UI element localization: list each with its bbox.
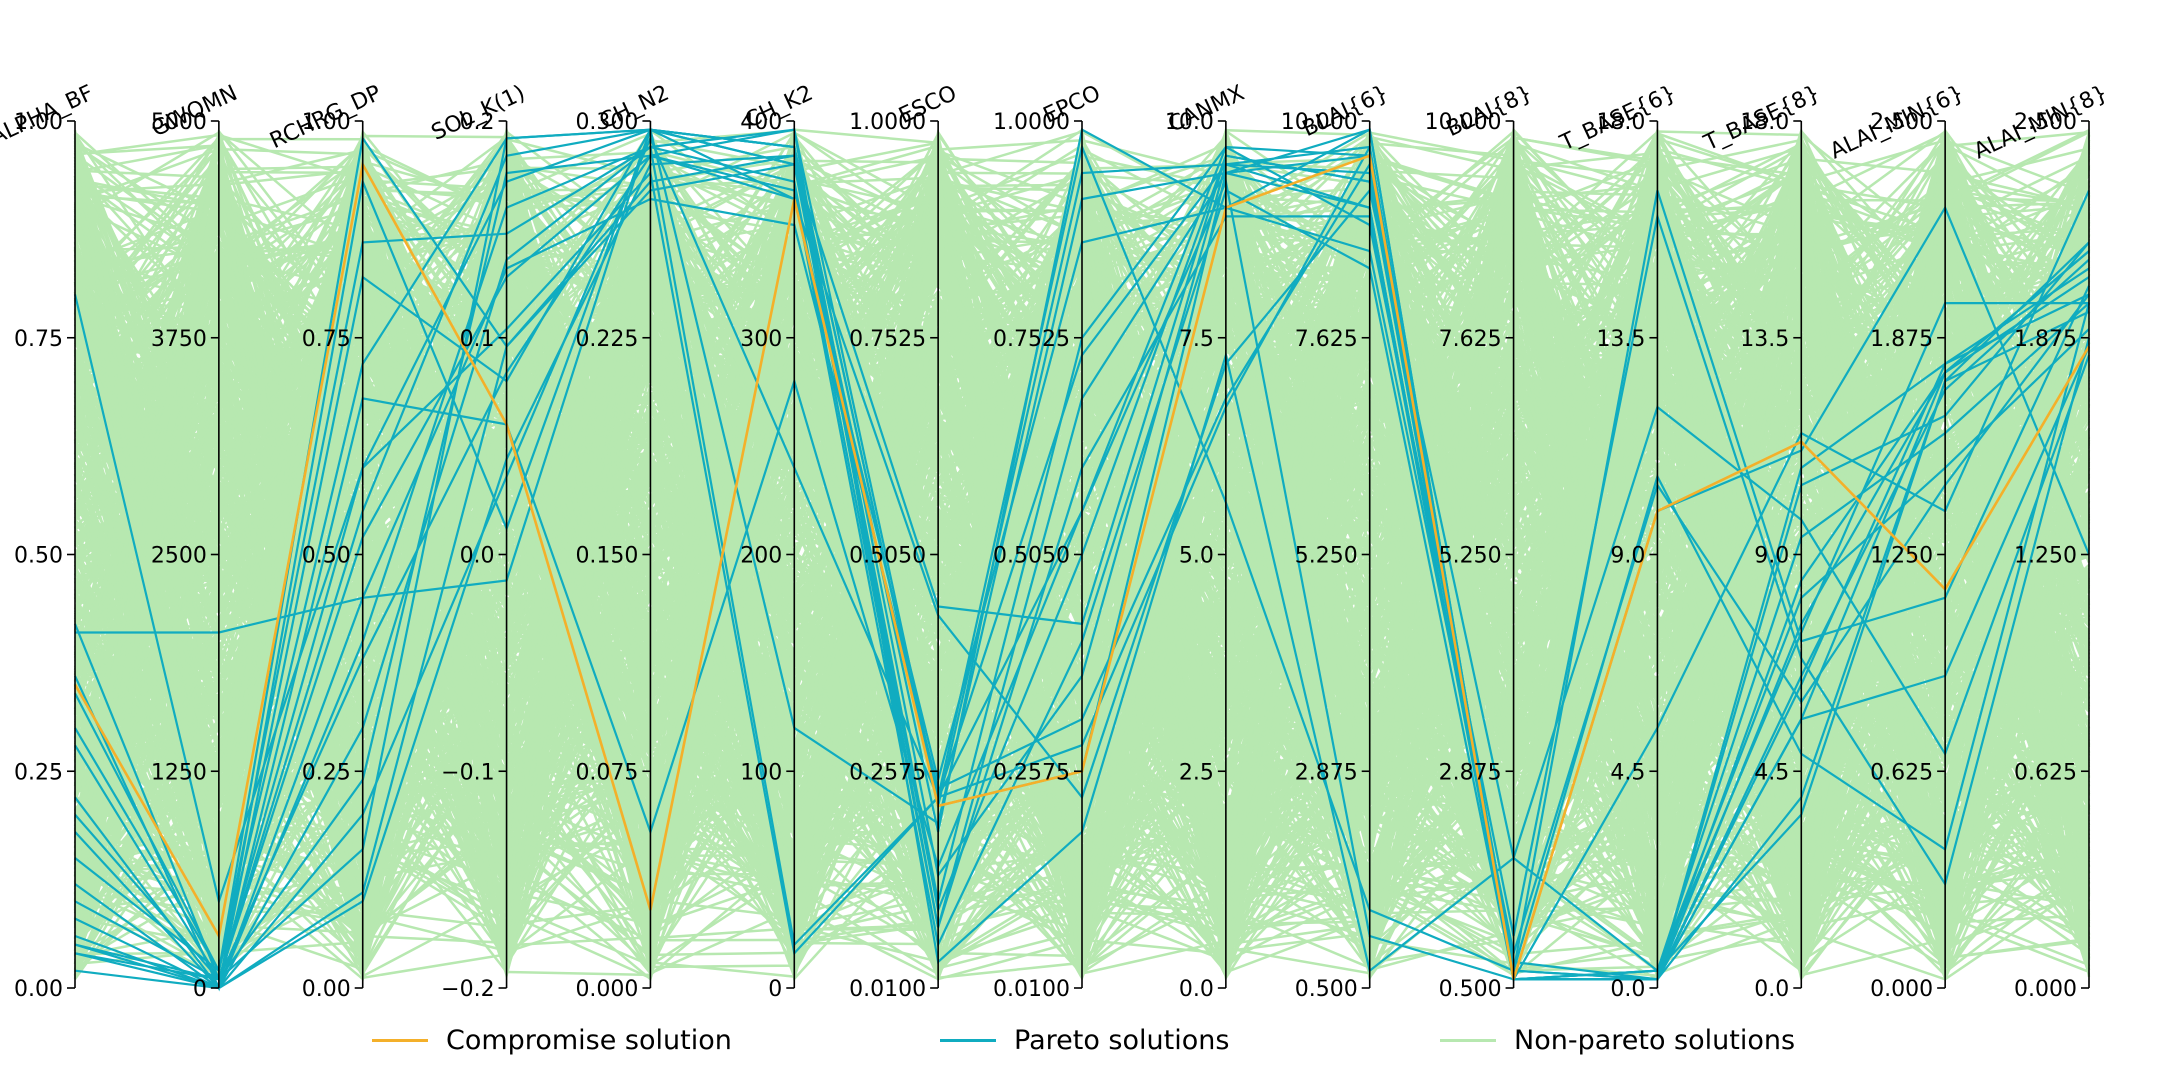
axis-title: EPCO <box>1040 81 1105 129</box>
tick-label: 7.625 <box>1295 327 1358 352</box>
tick-label: 1.00 <box>302 110 351 135</box>
tick-label: 0.0100 <box>849 977 926 1002</box>
tick-label: 7.5 <box>1179 327 1214 352</box>
tick-label: 5.0 <box>1179 544 1214 569</box>
tick-label: 5.250 <box>1439 544 1502 569</box>
tick-label: 0.1 <box>460 327 495 352</box>
tick-label: 3750 <box>151 327 207 352</box>
tick-label: 0.25 <box>302 760 351 785</box>
tick-label: 0.7525 <box>849 327 926 352</box>
tick-label: 0.2575 <box>993 760 1070 785</box>
axis-title: RCHRG_DP <box>266 81 385 154</box>
tick-label: 2500 <box>151 544 207 569</box>
legend-label-compromise: Compromise solution <box>446 1024 732 1056</box>
tick-label: 1.250 <box>1870 544 1933 569</box>
tick-label: 0.000 <box>1870 977 1933 1002</box>
tick-label: −0.2 <box>441 977 494 1002</box>
tick-label: 2.500 <box>2014 110 2077 135</box>
legend-swatch-compromise <box>372 1038 428 1042</box>
tick-label: 0.225 <box>575 327 638 352</box>
tick-label: 0.625 <box>1870 760 1933 785</box>
tick-label: 0.300 <box>575 110 638 135</box>
legend: Compromise solution Pareto solutions Non… <box>0 1020 2162 1064</box>
tick-label: 1.00 <box>14 110 63 135</box>
tick-label: 9.0 <box>1754 544 1789 569</box>
legend-item-compromise: Compromise solution <box>372 1020 732 1060</box>
tick-label: 5000 <box>151 110 207 135</box>
tick-label: 0.500 <box>1295 977 1358 1002</box>
tick-label: 200 <box>740 544 782 569</box>
legend-label-non-pareto: Non-pareto solutions <box>1514 1024 1796 1056</box>
legend-swatch-non-pareto <box>1440 1038 1496 1042</box>
tick-label: 400 <box>740 110 782 135</box>
tick-label: 0.00 <box>14 977 63 1002</box>
tick-label: 2.5 <box>1179 760 1214 785</box>
tick-label: 0.50 <box>14 544 63 569</box>
tick-label: 0.7525 <box>993 327 1070 352</box>
axis-title: ESCO <box>895 81 960 129</box>
tick-label: 10.0 <box>1165 110 1214 135</box>
tick-label: 0.00 <box>302 977 351 1002</box>
tick-label: 0.0 <box>460 544 495 569</box>
tick-label: 0.150 <box>575 544 638 569</box>
tick-label: 0.75 <box>14 327 63 352</box>
tick-label: 0.0 <box>1179 977 1214 1002</box>
tick-label: 0.0 <box>1610 977 1645 1002</box>
tick-label: 13.5 <box>1596 327 1645 352</box>
tick-label: 0.50 <box>302 544 351 569</box>
legend-item-non-pareto: Non-pareto solutions <box>1440 1020 1795 1060</box>
legend-swatch-pareto <box>940 1038 996 1042</box>
tick-label: −0.1 <box>441 760 494 785</box>
axis-title: ALAI_MIN{8} <box>1970 81 2111 165</box>
tick-label: 1.0000 <box>993 110 1070 135</box>
tick-label: 13.5 <box>1740 327 1789 352</box>
tick-label: 0.2 <box>460 110 495 135</box>
tick-label: 18.0 <box>1740 110 1789 135</box>
tick-label: 0.000 <box>2014 977 2077 1002</box>
tick-label: 0.075 <box>575 760 638 785</box>
tick-label: 0.25 <box>14 760 63 785</box>
tick-label: 0.5050 <box>993 544 1070 569</box>
legend-label-pareto: Pareto solutions <box>1014 1024 1230 1056</box>
tick-label: 1.250 <box>2014 544 2077 569</box>
tick-label: 1.0000 <box>849 110 926 135</box>
tick-label: 1.875 <box>2014 327 2077 352</box>
tick-label: 5.250 <box>1295 544 1358 569</box>
tick-label: 10.000 <box>1281 110 1358 135</box>
tick-label: 1.875 <box>1870 327 1933 352</box>
tick-label: 0.0 <box>1754 977 1789 1002</box>
tick-label: 0.000 <box>575 977 638 1002</box>
tick-label: 0.75 <box>302 327 351 352</box>
tick-label: 0.0100 <box>993 977 1070 1002</box>
tick-label: 0.500 <box>1439 977 1502 1002</box>
tick-label: 7.625 <box>1439 327 1502 352</box>
tick-label: 2.875 <box>1295 760 1358 785</box>
tick-label: 2.500 <box>1870 110 1933 135</box>
tick-label: 0.5050 <box>849 544 926 569</box>
tick-label: 4.5 <box>1610 760 1645 785</box>
pareto-lines <box>73 125 2091 992</box>
tick-label: 18.0 <box>1596 110 1645 135</box>
tick-label: 300 <box>740 327 782 352</box>
tick-label: 9.0 <box>1610 544 1645 569</box>
tick-label: 4.5 <box>1754 760 1789 785</box>
tick-label: 1250 <box>151 760 207 785</box>
tick-label: 10.000 <box>1425 110 1502 135</box>
tick-label: 0.625 <box>2014 760 2077 785</box>
legend-item-pareto: Pareto solutions <box>940 1020 1229 1060</box>
tick-label: 2.875 <box>1439 760 1502 785</box>
tick-label: 0.2575 <box>849 760 926 785</box>
tick-label: 0 <box>193 977 207 1002</box>
tick-label: 100 <box>740 760 782 785</box>
tick-label: 0 <box>768 977 782 1002</box>
